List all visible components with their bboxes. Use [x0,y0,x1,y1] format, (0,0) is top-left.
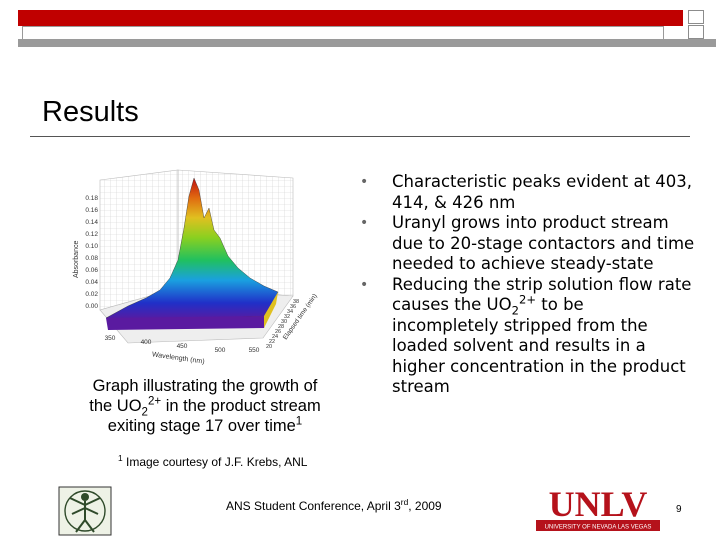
top-red-bar [18,10,683,26]
bullet-dot-icon: • [360,174,369,190]
bullet-item: • Reducing the strip solution flow rate c… [355,275,695,398]
y-tick-label: 0.06 [85,267,98,274]
z-tick-label: 38 [293,299,299,305]
caption-line-1: Graph illustrating the growth of [92,377,318,395]
z-tick-label: 28 [278,324,284,330]
top-grid-cell [688,10,704,24]
y-tick-label: 0.16 [85,207,98,214]
conference-logo-icon [58,486,112,536]
bullet-superscript: 2+ [518,292,537,307]
footer-superscript: rd [400,497,409,507]
absorbance-surface-plot: 0.18 0.16 0.14 0.12 0.10 0.08 0.06 0.04 … [73,169,319,366]
bullet-dot-icon: • [360,215,369,231]
z-tick-label: 36 [290,304,296,310]
z-tick-label: 26 [275,329,281,335]
footer-text: , 2009 [408,499,442,513]
slide-title: Results [42,96,139,128]
footnote-text: Image courtesy of J.F. Krebs, ANL [122,455,308,469]
graph-caption: Graph illustrating the growth of the UO2… [72,376,338,436]
z-tick-label: 24 [272,334,278,340]
bullet-item: • Uranyl grows into product stream due to… [355,213,695,275]
y-tick-label: 0.18 [85,195,98,202]
y-tick-label: 0.14 [85,219,98,226]
footnote-marker: 1 [118,453,123,463]
caption-line-2: the UO22+ in the product stream [72,395,338,419]
y-tick-label: 0.00 [85,303,98,310]
conference-footer: ANS Student Conference, April 3rd, 2009 [226,497,442,513]
z-tick-label: 30 [281,319,287,325]
page-number: 9 [676,504,682,515]
bullet-text: Characteristic peaks evident at 403, 414… [392,172,693,212]
y-tick-label: 0.12 [85,231,98,238]
caption-subscript: 2 [141,406,148,419]
y-axis-label: Absorbance [73,241,80,278]
x-axis-label: Wavelength (nm) [151,351,205,365]
top-gray-bar [18,39,716,47]
caption-superscript: 2+ [147,395,162,408]
y-tick-label: 0.08 [85,255,98,262]
x-tick-label: 400 [141,339,152,346]
absorbance-surface [105,177,279,321]
bullet-item: • Characteristic peaks evident at 403, 41… [355,172,695,213]
x-tick-label: 550 [249,347,260,354]
unlv-logo-subtext: UNIVERSITY OF NEVADA LAS VEGAS [545,525,652,531]
bullet-text: Reducing the strip solution flow rate ca… [392,274,692,315]
z-tick-label: 32 [284,314,290,320]
title-divider [30,136,690,137]
surface-base-band [106,316,268,330]
results-bullet-list: • Characteristic peaks evident at 403, 41… [355,172,695,398]
x-tick-label: 450 [177,343,188,350]
top-outline-strip [22,26,664,40]
bullet-subscript: 2 [511,303,519,318]
z-tick-label: 22 [269,339,275,345]
image-footnote: 1 Image courtesy of J.F. Krebs, ANL [118,453,308,469]
bullet-dot-icon: • [360,276,369,293]
bullet-text: to be incompletely stripped from the loa… [392,295,686,396]
y-tick-label: 0.02 [85,291,98,298]
caption-footnote-marker: 1 [295,415,303,428]
caption-text: exiting stage 17 over time [107,417,296,435]
x-tick-label: 500 [215,347,226,354]
y-tick-label: 0.04 [85,279,98,286]
bullet-text: Uranyl grows into product stream due to … [392,213,695,273]
unlv-logo: UNLV UNIVERSITY OF NEVADA LAS VEGAS [536,486,660,531]
unlv-logo-text: UNLV [549,486,648,524]
surface-edge-band [264,292,278,328]
y-tick-label: 0.10 [85,243,98,250]
z-tick-label: 34 [287,309,293,315]
caption-text: the UO [89,397,142,415]
top-grid-cell [688,25,704,39]
x-tick-label: 350 [105,335,116,342]
z-tick-label: 20 [266,344,272,350]
caption-text: in the product stream [161,397,321,415]
unlv-logo-band [536,520,660,531]
footer-text: ANS Student Conference, April 3 [226,499,401,513]
top-decorative-bar [18,10,716,47]
caption-line-3: exiting stage 17 over time1 [72,416,338,436]
